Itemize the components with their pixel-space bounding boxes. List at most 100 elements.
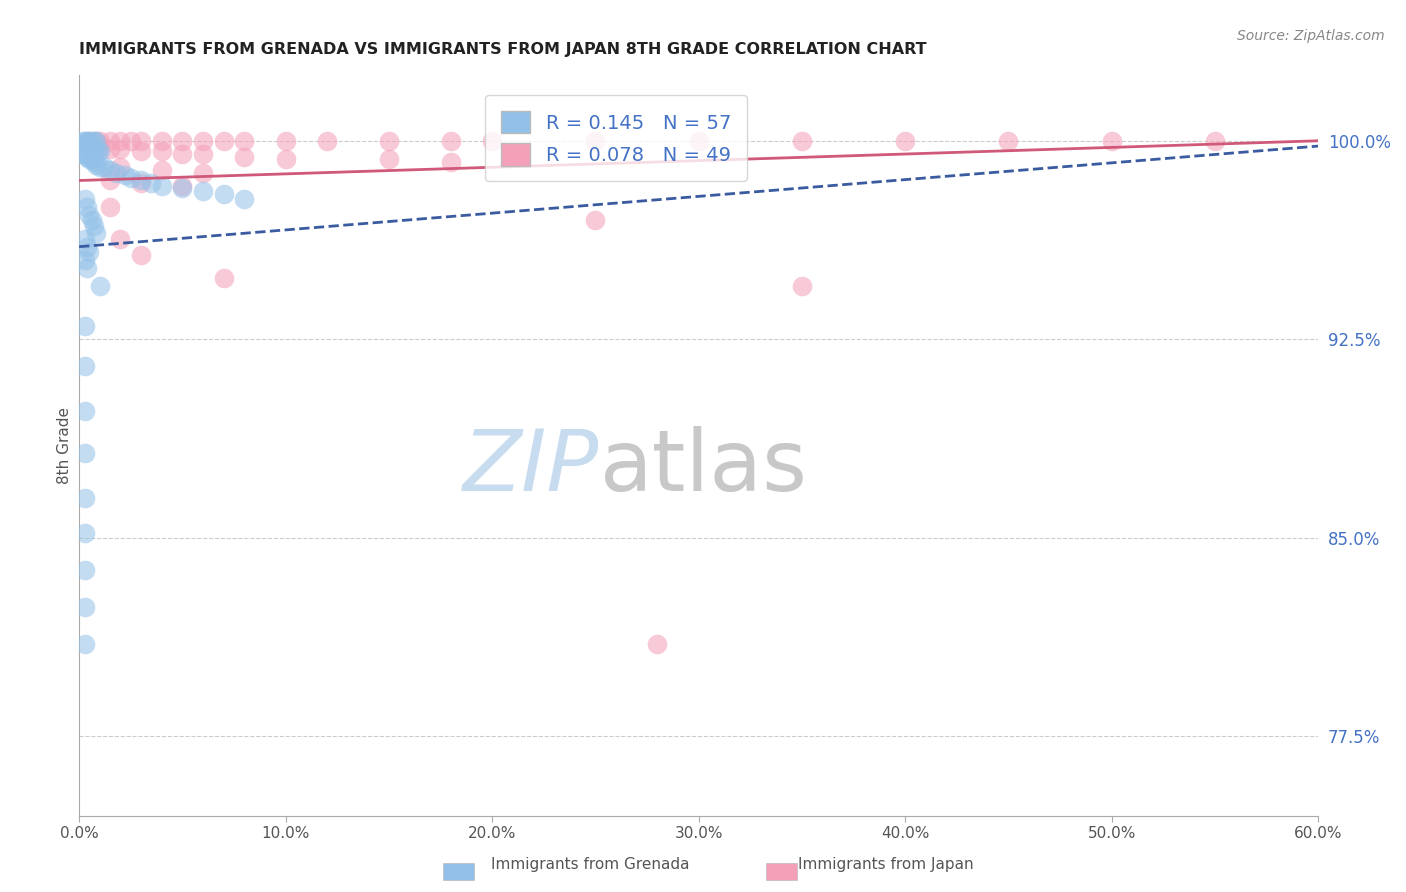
Point [75,134,97,148]
Point [76,134,98,148]
Point [790,134,813,148]
Point [316,134,339,148]
Point [80,153,103,167]
Point [76,139,98,153]
Point [894,134,917,148]
Point [89,134,111,148]
Point [79,134,101,148]
Point [86,145,108,159]
Point [110,232,132,246]
Point [84,134,107,148]
Point [79,139,101,153]
Point [83,142,105,156]
Point [79,208,101,222]
Point [80,213,103,227]
Point [98,200,121,214]
Point [75,637,97,651]
Point [997,134,1019,148]
Point [212,271,235,285]
Point [83,155,105,169]
Point [120,170,142,185]
Point [191,165,214,179]
Point [72,147,94,161]
Point [1101,134,1123,148]
Point [172,147,194,161]
Point [274,153,297,167]
Point [79,134,101,148]
Point [129,173,152,187]
Point [114,168,136,182]
Point [75,232,97,246]
Point [110,161,132,175]
Point [75,359,97,373]
Point [129,247,152,261]
Point [440,155,463,169]
Point [647,637,669,651]
Point [378,153,401,167]
Point [89,161,111,175]
Text: Source: ZipAtlas.com: Source: ZipAtlas.com [1237,29,1385,43]
Point [172,181,194,195]
Point [75,147,97,161]
Point [75,192,97,206]
Point [233,192,256,206]
Text: Immigrants from Japan: Immigrants from Japan [799,857,973,872]
Point [89,145,111,159]
Point [76,150,98,164]
Point [75,599,97,614]
Point [80,142,103,156]
Point [212,134,235,148]
Point [75,252,97,267]
Point [76,240,98,254]
Point [79,142,101,156]
Point [110,134,132,148]
Point [72,134,94,148]
Point [75,563,97,577]
Point [150,134,173,148]
Point [80,134,103,148]
Point [1204,134,1226,148]
Point [98,134,121,148]
Point [98,142,121,156]
Text: atlas: atlas [599,426,807,509]
Point [191,184,214,198]
Point [440,134,463,148]
Point [274,134,297,148]
Point [481,134,503,148]
Point [84,158,107,172]
Point [79,153,101,167]
Point [191,147,214,161]
Point [150,162,173,177]
Point [583,213,606,227]
Point [75,139,97,153]
Point [98,173,121,187]
Point [233,134,256,148]
Point [688,134,710,148]
Point [120,134,142,148]
Point [75,491,97,506]
Point [790,279,813,293]
Y-axis label: 8th Grade: 8th Grade [58,407,72,483]
Point [89,279,111,293]
Point [150,178,173,193]
Point [76,200,98,214]
Point [76,260,98,275]
Point [75,319,97,334]
Point [172,134,194,148]
Point [98,162,121,177]
Point [172,178,194,193]
Point [583,134,606,148]
Point [129,134,152,148]
Point [84,227,107,241]
Point [150,145,173,159]
Point [141,176,163,190]
Point [129,145,152,159]
Point [93,161,115,175]
Point [378,134,401,148]
Point [72,139,94,153]
Text: ZIP: ZIP [464,426,599,509]
Point [89,139,111,153]
Point [83,134,105,148]
Point [75,446,97,460]
Text: IMMIGRANTS FROM GRENADA VS IMMIGRANTS FROM JAPAN 8TH GRADE CORRELATION CHART: IMMIGRANTS FROM GRENADA VS IMMIGRANTS FR… [79,42,927,57]
